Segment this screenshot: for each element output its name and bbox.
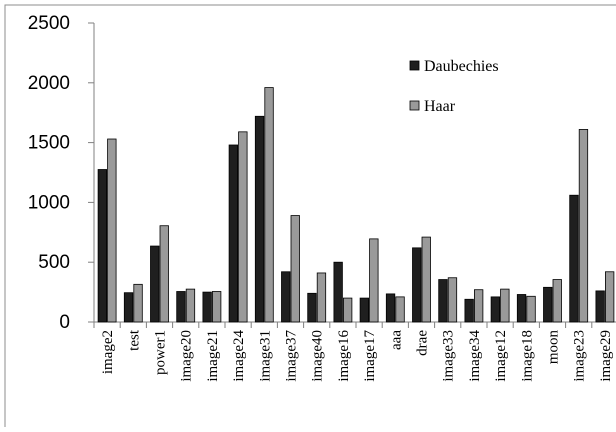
- legend-swatch-daubechies: [409, 60, 420, 71]
- x-tick-label-test: test: [126, 329, 142, 351]
- bar-haar-image37: [290, 215, 300, 323]
- x-tick-label-image24: image24: [231, 330, 247, 382]
- bar-daubechies-image17: [359, 297, 370, 323]
- x-tick-label-power1: power1: [153, 330, 169, 375]
- legend-label-daubechies: Daubechies: [424, 58, 499, 75]
- bar-daubechies-image12: [490, 296, 501, 323]
- x-tick-label-image40: image40: [310, 330, 326, 382]
- legend-swatch-haar: [409, 100, 420, 111]
- bar-haar-image23: [578, 129, 589, 323]
- bar-daubechies-aaa: [385, 293, 396, 323]
- bar-daubechies-test: [123, 292, 134, 323]
- bar-haar-moon: [552, 279, 562, 323]
- bar-haar-aaa: [395, 296, 405, 323]
- bar-daubechies-moon: [543, 286, 553, 323]
- bar-daubechies-power1: [150, 245, 160, 323]
- y-tick-label: 0: [59, 312, 70, 333]
- bar-daubechies-image24: [228, 144, 239, 323]
- bar-haar-image16: [342, 297, 353, 323]
- y-axis: 0 500 1000 1500 2000 2500: [28, 13, 95, 333]
- bar-daubechies-image34: [464, 298, 474, 323]
- x-tick-label-image17: image17: [362, 330, 378, 382]
- x-tick-label-drae: drae: [415, 330, 431, 356]
- bar-daubechies-image16: [333, 261, 343, 323]
- x-tick-label-image2: image2: [100, 330, 116, 374]
- bar-haar-power1: [159, 225, 169, 323]
- bar-haar-image29: [605, 271, 615, 323]
- bar-daubechies-image37: [281, 271, 291, 323]
- bar-haar-image31: [264, 87, 274, 323]
- bar-haar-test: [133, 283, 143, 323]
- legend-label-haar: Haar: [424, 98, 456, 115]
- bars: [97, 87, 615, 323]
- legend: Daubechies Haar: [409, 58, 499, 115]
- bar-daubechies-image33: [438, 279, 448, 323]
- y-tick-label: 500: [38, 252, 70, 273]
- x-tick-label-image20: image20: [179, 330, 195, 382]
- bar-daubechies-image21: [202, 291, 212, 323]
- bar-haar-image33: [447, 277, 458, 323]
- bar-haar-image12: [500, 288, 510, 323]
- y-tick-label: 1500: [28, 133, 70, 154]
- x-axis: image2 test power1 image20 image21 image24 ima…: [93, 321, 616, 382]
- bar-daubechies-image23: [569, 194, 579, 323]
- x-tick-label-image23: image23: [572, 330, 588, 382]
- bar-daubechies-image40: [307, 292, 317, 323]
- x-tick-label-image34: image34: [467, 330, 483, 382]
- y-tick-label: 2500: [28, 13, 70, 34]
- x-tick-label-image12: image12: [493, 330, 509, 382]
- bar-daubechies-image31: [254, 115, 265, 323]
- bar-daubechies-image29: [595, 290, 605, 323]
- x-tick-label-moon: moon: [546, 330, 562, 365]
- bar-daubechies-drae: [412, 247, 422, 323]
- bar-haar-drae: [421, 236, 431, 323]
- bar-haar-image24: [238, 131, 248, 323]
- x-tick-label-image33: image33: [441, 330, 457, 382]
- bar-daubechies-image2: [97, 169, 107, 323]
- y-tick-label: 2000: [28, 73, 70, 94]
- bar-daubechies-image18: [516, 294, 527, 323]
- bar-haar-image18: [526, 295, 536, 323]
- bar-haar-image40: [316, 272, 327, 323]
- bar-haar-image2: [107, 138, 117, 323]
- x-tick-label-aaa: aaa: [388, 330, 404, 350]
- bar-haar-image21: [211, 291, 222, 323]
- bar-haar-image17: [369, 238, 379, 323]
- x-tick-label-image37: image37: [284, 330, 300, 382]
- bar-daubechies-image20: [176, 291, 186, 323]
- bar-haar-image34: [473, 289, 484, 323]
- bar-haar-image20: [185, 288, 196, 323]
- x-tick-label-image16: image16: [336, 330, 352, 382]
- y-tick-label: 1000: [28, 192, 70, 213]
- x-tick-label-image29: image29: [598, 330, 614, 382]
- x-tick-label-image31: image31: [257, 330, 273, 382]
- x-tick-label-image21: image21: [205, 330, 221, 382]
- x-tick-label-image18: image18: [519, 330, 535, 382]
